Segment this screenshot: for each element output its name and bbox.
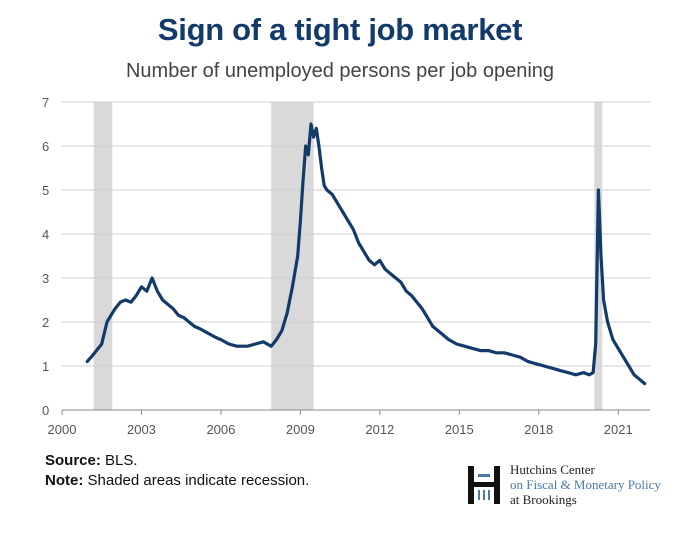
logo-text: Hutchins Center on Fiscal & Monetary Pol… xyxy=(510,462,661,507)
chart-frame xyxy=(22,8,662,523)
y-tick-label-1: 1 xyxy=(42,359,49,374)
footnotes: Source: BLS. Note: Shaded areas indicate… xyxy=(45,451,309,491)
y-tick-label-7: 7 xyxy=(42,95,49,110)
x-tick-label-2018: 2018 xyxy=(524,422,553,437)
x-tick-label-2012: 2012 xyxy=(365,422,394,437)
x-tick-label-2021: 2021 xyxy=(604,422,633,437)
y-tick-label-6: 6 xyxy=(42,139,49,154)
x-tick-label-2000: 2000 xyxy=(48,422,77,437)
logo-line-3: at Brookings xyxy=(510,492,577,507)
x-tick-label-2015: 2015 xyxy=(445,422,474,437)
source-text: BLS. xyxy=(105,452,138,469)
x-tick-label-2009: 2009 xyxy=(286,422,315,437)
logo-line-1: Hutchins Center xyxy=(510,462,595,477)
y-tick-label-3: 3 xyxy=(42,271,49,286)
x-tick-label-2003: 2003 xyxy=(127,422,156,437)
recession-band-1 xyxy=(93,102,113,410)
y-tick-label-5: 5 xyxy=(42,183,49,198)
source-line: Source: BLS. xyxy=(45,451,309,471)
note-line: Note: Shaded areas indicate recession. xyxy=(45,471,309,491)
brookings-logo-icon xyxy=(468,466,500,504)
source-label: Source: xyxy=(45,452,101,469)
logo-line-2: on Fiscal & Monetary Policy xyxy=(510,477,661,492)
chart-subtitle: Number of unemployed persons per job ope… xyxy=(125,60,555,82)
note-text: Shaded areas indicate recession. xyxy=(87,472,310,489)
y-tick-label-4: 4 xyxy=(42,227,49,242)
series-line-1 xyxy=(85,122,647,386)
hutchins-logo: Hutchins Center on Fiscal & Monetary Pol… xyxy=(466,462,666,510)
y-tick-label-2: 2 xyxy=(42,315,49,330)
y-tick-label-0: 0 xyxy=(42,403,49,418)
x-tick-label-2006: 2006 xyxy=(206,422,235,437)
note-label: Note: xyxy=(45,472,84,489)
chart-title: Sign of a tight job market xyxy=(157,12,523,47)
